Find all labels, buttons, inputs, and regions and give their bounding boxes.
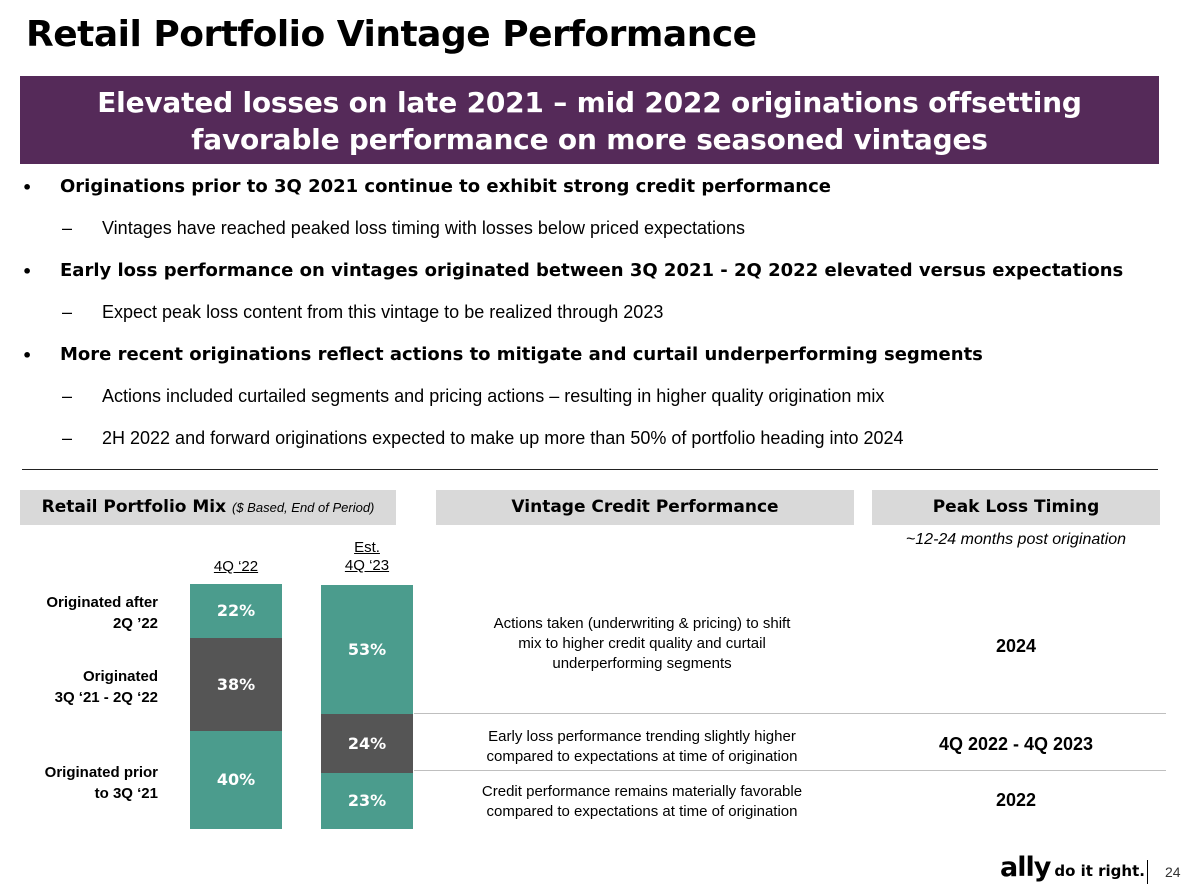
row-divider xyxy=(414,713,1166,714)
page-title: Retail Portfolio Vintage Performance xyxy=(26,14,757,55)
sub-bullet-text: Vintages have reached peaked loss timing… xyxy=(102,218,746,238)
bullet-text: Originations prior to 3Q 2021 continue t… xyxy=(60,176,831,197)
vintage-row-mid: Early loss performance trending slightly… xyxy=(440,727,844,767)
bar-label: 23% xyxy=(347,791,387,810)
row-divider xyxy=(414,770,1166,771)
vintage-header: Vintage Credit Performance xyxy=(436,490,854,525)
mix-header: Retail Portfolio Mix ($ Based, End of Pe… xyxy=(20,490,396,525)
bar-segment-4q22-prior: 40% xyxy=(190,731,282,829)
row-label-line: 3Q ‘21 - 2Q ‘22 xyxy=(54,689,158,706)
row-label-after: Originated after 2Q ’22 xyxy=(46,592,158,634)
bar-label: 53% xyxy=(347,640,387,659)
vintage-row-line: compared to expectations at time of orig… xyxy=(486,803,798,820)
vintage-row-line: Credit performance remains materially fa… xyxy=(481,783,803,800)
peak-row-mid: 4Q 2022 - 4Q 2023 xyxy=(938,734,1094,754)
banner-line-2: favorable performance on more seasoned v… xyxy=(191,123,988,156)
sub-bullet-text: Actions included curtailed segments and … xyxy=(102,386,885,406)
row-label-line: Originated prior xyxy=(44,764,158,781)
row-label-line: to 3Q ‘21 xyxy=(94,785,158,802)
peak-row-prior: 2022 xyxy=(995,790,1037,810)
column-label-text: 4Q ‘23 xyxy=(344,557,390,574)
row-label-prior: Originated prior to 3Q ‘21 xyxy=(45,762,158,804)
logo-tagline: do it right. xyxy=(1054,862,1145,880)
column-label-4q22: 4Q ‘22 xyxy=(190,558,282,576)
sub-bullet-text: Expect peak loss content from this vinta… xyxy=(102,302,664,322)
row-label-line: Originated xyxy=(82,668,158,685)
bullet-marker: • xyxy=(22,262,33,281)
vintage-row-line: mix to higher credit quality and curtail xyxy=(518,635,766,652)
banner-line-1: Elevated losses on late 2021 – mid 2022 … xyxy=(97,86,1082,119)
footer-separator xyxy=(1147,860,1148,884)
peak-row-recent: 2024 xyxy=(995,636,1037,656)
ally-logo: ally do it right. xyxy=(1000,852,1145,883)
logo-wordmark: ally xyxy=(1000,852,1051,883)
sub-bullet-marker: – xyxy=(62,386,73,406)
row-label-line: 2Q ’22 xyxy=(112,615,158,632)
bar-segment-4q23-after: 53% xyxy=(321,585,413,714)
sub-bullet-marker: – xyxy=(62,218,73,238)
bar-segment-4q23-prior: 23% xyxy=(321,773,413,829)
bar-label: 40% xyxy=(216,770,256,789)
headline-banner: Elevated losses on late 2021 – mid 2022 … xyxy=(20,76,1159,164)
vintage-row-recent: Actions taken (underwriting & pricing) t… xyxy=(440,614,844,674)
vintage-row-prior: Credit performance remains materially fa… xyxy=(440,782,844,822)
column-label-text: 4Q ‘22 xyxy=(213,558,259,575)
mix-header-title: Retail Portfolio Mix xyxy=(41,497,227,517)
bar-segment-4q23-mid: 24% xyxy=(321,714,413,773)
bar-segment-4q22-mid: 38% xyxy=(190,638,282,731)
vintage-row-line: Actions taken (underwriting & pricing) t… xyxy=(493,615,791,632)
page-number: 24 xyxy=(1165,864,1181,880)
bullet-text: More recent originations reflect actions… xyxy=(60,344,983,365)
sub-bullet-marker: – xyxy=(62,302,73,322)
bar-segment-4q22-after: 22% xyxy=(190,584,282,638)
bullet-marker: • xyxy=(22,346,33,365)
sub-bullet-text: 2H 2022 and forward originations expecte… xyxy=(102,428,904,448)
column-label-est-4q23: Est. 4Q ‘23 xyxy=(321,539,413,575)
mix-header-subtitle: ($ Based, End of Period) xyxy=(232,500,375,515)
bar-label: 38% xyxy=(216,675,256,694)
vintage-row-line: compared to expectations at time of orig… xyxy=(486,748,798,765)
bullet-marker: • xyxy=(22,178,33,197)
row-label-mid: Originated 3Q ‘21 - 2Q ‘22 xyxy=(55,666,158,708)
bullet-text: Early loss performance on vintages origi… xyxy=(60,260,1124,281)
peak-header: Peak Loss Timing xyxy=(872,490,1160,525)
vintage-row-line: underperforming segments xyxy=(552,655,732,672)
section-divider xyxy=(22,469,1158,470)
sub-bullet-marker: – xyxy=(62,428,73,448)
column-label-est: Est. xyxy=(354,539,380,556)
bar-label: 22% xyxy=(216,601,256,620)
bar-label: 24% xyxy=(347,734,387,753)
row-label-line: Originated after xyxy=(46,594,158,611)
peak-note: ~12-24 months post origination xyxy=(905,531,1127,548)
vintage-row-line: Early loss performance trending slightly… xyxy=(488,728,796,745)
